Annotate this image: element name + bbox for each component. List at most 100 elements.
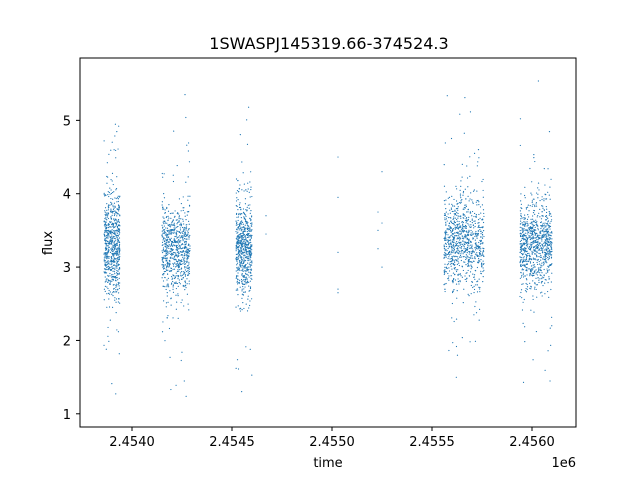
data-point [545,242,547,244]
data-point [182,230,185,232]
data-point [532,298,534,301]
data-point [175,265,178,267]
data-point [105,249,107,251]
data-point [236,288,238,290]
data-point [244,266,246,268]
data-point [170,223,172,225]
data-point [247,188,249,190]
data-point [106,268,108,271]
data-point [110,179,112,181]
data-point [472,237,474,239]
data-point [246,257,248,259]
data-point [541,211,543,213]
data-point [114,213,116,215]
data-point [174,262,176,264]
data-point [468,240,470,242]
data-point [243,257,245,259]
data-point [471,210,474,213]
data-point [184,257,186,259]
data-point [181,254,183,256]
data-point [469,251,471,253]
data-point [537,263,539,266]
data-point [161,257,163,259]
data-point [108,251,110,253]
data-point [449,242,452,245]
data-point [446,231,448,234]
data-point [187,199,189,201]
data-point [114,225,116,228]
data-point [468,200,470,202]
data-point [187,251,189,253]
data-point [177,269,179,271]
data-point [463,226,466,228]
data-point [455,244,458,246]
data-point [520,218,522,220]
data-point [526,283,528,286]
data-point [465,218,467,220]
data-point [176,240,179,242]
data-point [541,226,543,228]
data-point [522,233,524,236]
data-point [482,254,484,256]
data-point [534,241,536,244]
data-point [240,234,242,237]
data-point [541,295,543,297]
data-point [111,252,113,255]
data-point [476,291,479,293]
data-point [532,225,534,227]
data-point [457,207,459,210]
data-point [237,258,239,260]
data-point [540,247,542,250]
data-point [544,259,546,261]
data-point [473,288,476,291]
data-point [479,217,481,219]
data-point [548,296,550,298]
data-point [103,257,106,259]
data-point [542,207,544,209]
data-point [174,258,176,261]
data-point [167,284,169,286]
data-point [541,281,543,283]
data-point [522,229,524,231]
data-point [447,272,449,275]
data-point [545,215,548,217]
data-point [476,247,478,249]
data-point [529,222,531,225]
data-point [105,244,107,246]
data-point [467,244,469,246]
data-point [549,198,551,200]
data-point [165,288,167,291]
data-point [534,226,536,228]
data-point [448,270,451,272]
data-point [113,253,115,255]
data-point [241,213,243,215]
data-point [180,250,182,253]
data-point [458,236,460,238]
data-point [533,237,535,239]
data-point [530,271,532,273]
data-point [456,290,458,292]
data-point [179,283,181,285]
data-point [116,254,118,257]
x-axis-ticks: 2.4540 2.4545 2.4550 2.4555 2.4560 [109,427,555,450]
data-point [548,210,550,213]
data-point [455,270,458,273]
data-point [107,250,109,252]
data-point [176,282,179,285]
data-point [242,251,244,253]
data-point [539,231,541,233]
data-point [549,264,552,266]
data-point [116,272,118,274]
data-point [445,191,447,193]
data-point [457,227,459,229]
data-point [173,216,176,218]
data-point [524,326,526,328]
data-point [114,232,116,235]
data-point [481,227,484,229]
data-point [112,295,114,297]
data-point [113,227,115,229]
data-point [532,215,534,217]
data-point [481,236,483,238]
data-point [113,220,116,222]
data-point [165,216,167,219]
